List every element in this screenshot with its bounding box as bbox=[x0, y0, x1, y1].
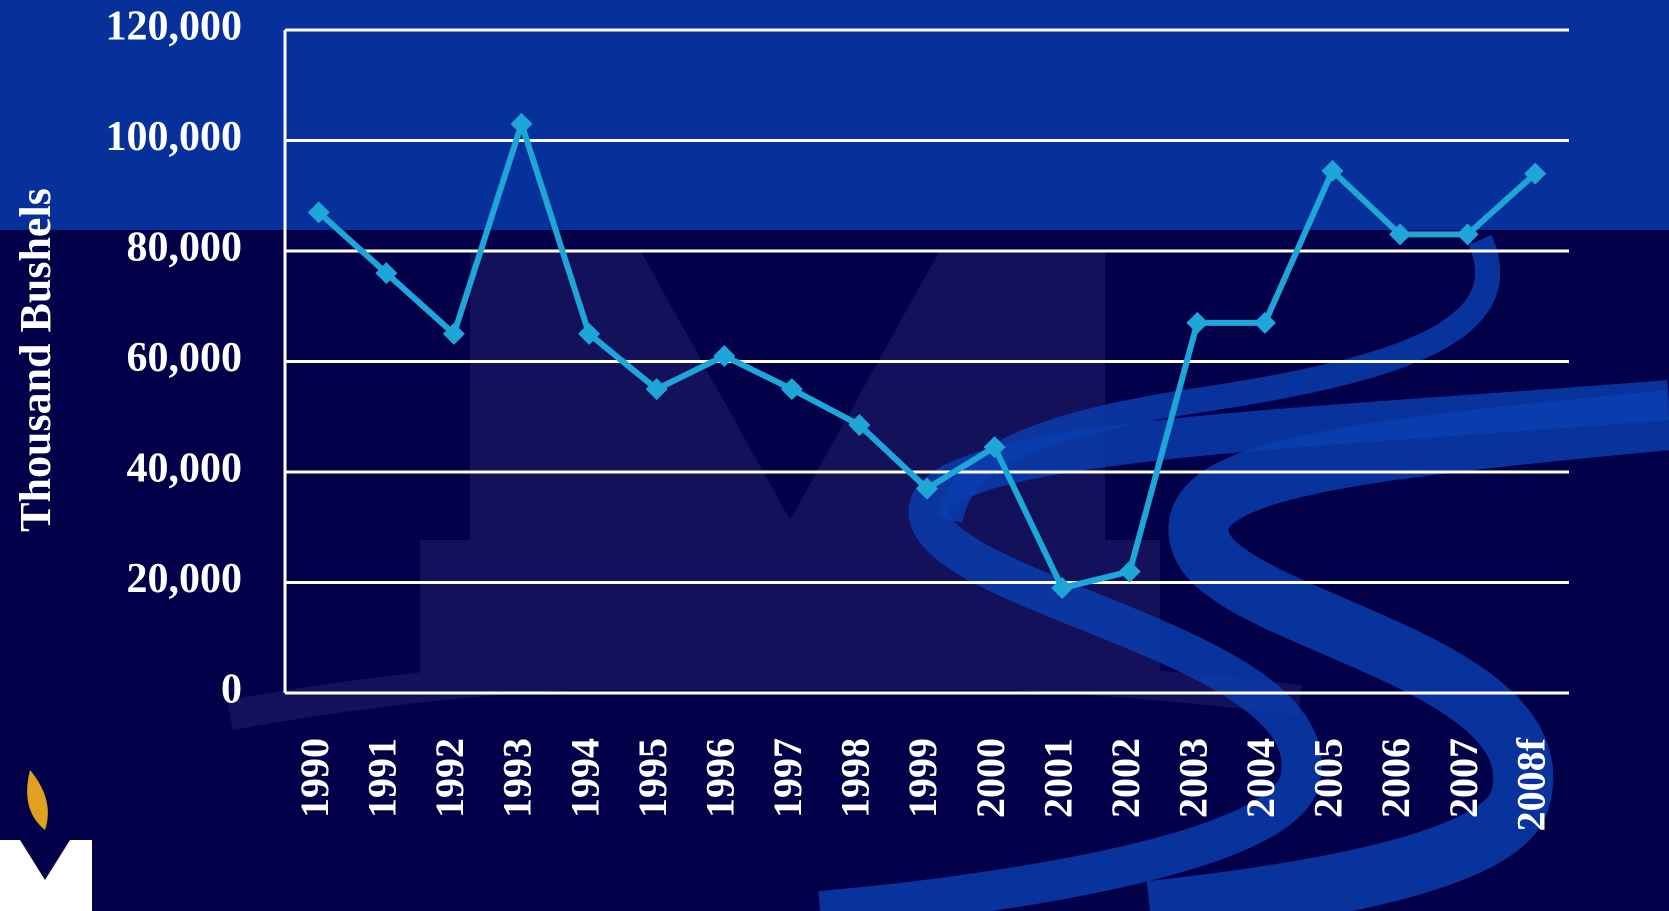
data-point bbox=[713, 344, 736, 367]
data-point bbox=[1321, 159, 1344, 182]
x-tick-label: 1993 bbox=[495, 738, 540, 818]
x-tick-label: 1998 bbox=[833, 738, 878, 818]
data-point bbox=[1524, 162, 1547, 185]
x-tick-label: 1992 bbox=[427, 738, 472, 818]
y-tick-label: 40,000 bbox=[127, 446, 243, 492]
x-tick-label: 2006 bbox=[1373, 738, 1418, 818]
y-tick-label: 120,000 bbox=[106, 4, 243, 50]
data-point bbox=[780, 378, 803, 401]
y-tick-label: 0 bbox=[221, 667, 242, 713]
data-point bbox=[848, 414, 871, 437]
x-tick-label: 1990 bbox=[292, 738, 337, 818]
data-point bbox=[916, 477, 938, 500]
logo bbox=[0, 770, 92, 911]
y-axis-title: Thousand Bushels bbox=[11, 188, 60, 532]
data-point bbox=[578, 322, 601, 345]
data-point bbox=[1118, 560, 1141, 583]
y-tick-label: 60,000 bbox=[127, 335, 243, 381]
x-tick-label: 2000 bbox=[968, 738, 1013, 818]
x-tick-label: 1996 bbox=[697, 738, 742, 818]
x-tick-label: 1999 bbox=[900, 738, 945, 818]
x-tick-label: 1997 bbox=[765, 738, 810, 818]
x-tick-label: 2008f bbox=[1508, 737, 1553, 831]
data-point bbox=[645, 378, 668, 401]
x-tick-label: 2005 bbox=[1306, 738, 1351, 818]
data-point bbox=[510, 112, 533, 135]
x-tick-label: 2001 bbox=[1035, 738, 1080, 818]
data-point bbox=[375, 262, 398, 285]
data-point bbox=[1456, 223, 1479, 246]
y-tick-label: 100,000 bbox=[106, 114, 243, 160]
x-tick-label: 1994 bbox=[562, 738, 607, 818]
y-tick-label: 20,000 bbox=[127, 556, 243, 602]
x-tick-label: 2002 bbox=[1103, 738, 1148, 818]
x-tick-label: 2007 bbox=[1441, 738, 1486, 818]
x-tick-label: 1995 bbox=[630, 738, 675, 818]
x-tick-label: 2003 bbox=[1170, 738, 1215, 818]
x-tick-label: 2004 bbox=[1238, 738, 1283, 818]
data-point bbox=[1253, 311, 1276, 334]
data-point bbox=[442, 322, 465, 345]
data-point bbox=[1389, 223, 1412, 246]
data-point bbox=[307, 201, 330, 224]
x-tick-label: 1991 bbox=[360, 738, 405, 818]
y-tick-label: 80,000 bbox=[127, 225, 243, 271]
data-point bbox=[983, 436, 1006, 459]
data-point bbox=[1186, 311, 1209, 334]
header-band bbox=[0, 0, 1669, 230]
data-point bbox=[1051, 577, 1074, 600]
